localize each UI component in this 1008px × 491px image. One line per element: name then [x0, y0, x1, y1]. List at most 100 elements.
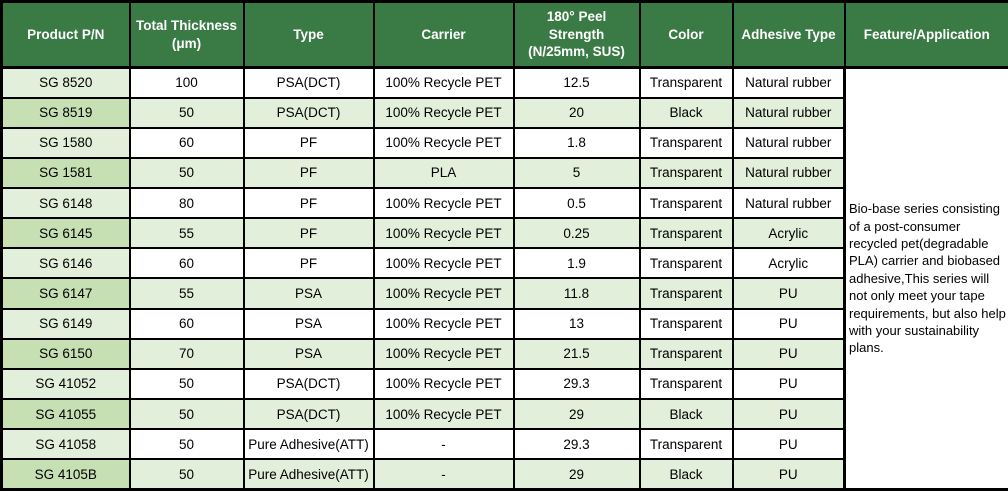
- cell-pn: SG 1580: [0, 126, 131, 159]
- cell-peel: 12.5: [512, 66, 641, 99]
- cell-type: PSA: [242, 307, 375, 340]
- cell-type: PF: [242, 217, 375, 250]
- column-header-peel-strength: 180° Peel Strength (N/25mm, SUS): [512, 0, 641, 69]
- cell-carrier: 100% Recycle PET: [372, 277, 515, 310]
- cell-carrier: -: [372, 458, 515, 491]
- table-row: SG 6148 80 PF 100% Recycle PET 0.5 Transparen…: [0, 187, 1008, 220]
- cell-peel: 1.8: [512, 126, 641, 159]
- column-header-adhesive-type: Adhesive Type: [731, 0, 846, 69]
- cell-thickness: 60: [128, 307, 245, 340]
- cell-peel: 29.3: [512, 428, 641, 461]
- table-row: SG 8520 100 PSA(DCT) 100% Recycle PET 12.5 Tr…: [0, 66, 1008, 491]
- cell-carrier: -: [372, 428, 515, 461]
- table-row: SG 4105B 50 Pure Adhesive(ATT) -29 Black PU: [0, 458, 1008, 491]
- cell-adhesive: PU: [731, 337, 846, 370]
- cell-pn: SG 41058: [0, 428, 131, 461]
- table-row: SG 1581 50 PF PLA 5 Transparent Natural rubber: [0, 156, 1008, 190]
- cell-color: Transparent: [638, 126, 734, 159]
- table-row: SG 1580 60 PF 100% Recycle PET 1.8 Transparen…: [0, 126, 1008, 159]
- cell-color: Transparent: [638, 337, 734, 370]
- column-header-feature-application: Feature/Application: [843, 0, 1008, 69]
- cell-type: Pure Adhesive(ATT): [242, 428, 375, 461]
- cell-carrier: 100% Recycle PET: [372, 217, 515, 250]
- cell-thickness: 50: [128, 156, 245, 190]
- cell-carrier: 100% Recycle PET: [372, 367, 515, 401]
- cell-adhesive: PU: [731, 367, 846, 401]
- cell-carrier: 100% Recycle PET: [372, 96, 515, 129]
- cell-thickness: 55: [128, 217, 245, 250]
- cell-color: Transparent: [638, 247, 734, 280]
- column-header-total-thickness: Total Thickness (μm): [128, 0, 245, 69]
- cell-color: Transparent: [638, 367, 734, 401]
- cell-color: Transparent: [638, 217, 734, 250]
- cell-adhesive: Natural rubber: [731, 156, 846, 190]
- cell-color: Transparent: [638, 187, 734, 220]
- table-row: SG 6146 60 PF 100% Recycle PET 1.9 Transparen…: [0, 247, 1008, 280]
- cell-peel: 0.5: [512, 187, 641, 220]
- cell-peel: 1.9: [512, 247, 641, 280]
- cell-type: Pure Adhesive(ATT): [242, 458, 375, 491]
- cell-type: PF: [242, 156, 375, 190]
- cell-color: Transparent: [638, 277, 734, 310]
- cell-type: PF: [242, 126, 375, 159]
- cell-carrier: 100% Recycle PET: [372, 126, 515, 159]
- cell-adhesive: Natural rubber: [731, 66, 846, 99]
- header-row: Product P/N Total Thickness (μm) Type Ca…: [0, 0, 1008, 69]
- cell-adhesive: Natural rubber: [731, 96, 846, 129]
- cell-color: Transparent: [638, 66, 734, 99]
- cell-pn: SG 6145: [0, 217, 131, 250]
- cell-adhesive: PU: [731, 458, 846, 491]
- cell-adhesive: Acrylic: [731, 247, 846, 280]
- cell-thickness: 50: [128, 458, 245, 491]
- cell-thickness: 60: [128, 247, 245, 280]
- table-row: SG 41052 50 PSA(DCT) 100% Recycle PET 29.3 Tr…: [0, 367, 1008, 401]
- cell-pn: SG 1581: [0, 156, 131, 190]
- cell-peel: 29: [512, 458, 641, 491]
- cell-thickness: 50: [128, 428, 245, 461]
- cell-carrier: 100% Recycle PET: [372, 187, 515, 220]
- cell-type: PF: [242, 247, 375, 280]
- table-row: SG 41055 50 PSA(DCT) 100% Recycle PET 29 Blac…: [0, 398, 1008, 431]
- cell-thickness: 60: [128, 126, 245, 159]
- cell-color: Black: [638, 458, 734, 491]
- cell-carrier: PLA: [372, 156, 515, 190]
- cell-carrier: 100% Recycle PET: [372, 66, 515, 99]
- cell-thickness: 80: [128, 187, 245, 220]
- cell-adhesive: PU: [731, 277, 846, 310]
- cell-thickness: 100: [128, 66, 245, 99]
- cell-peel: 11.8: [512, 277, 641, 310]
- cell-pn: SG 6149: [0, 307, 131, 340]
- cell-carrier: 100% Recycle PET: [372, 247, 515, 280]
- cell-pn: SG 4105B: [0, 458, 131, 491]
- cell-adhesive: PU: [731, 398, 846, 431]
- table-row: SG 6149 60 PSA 100% Recycle PET 13 Transparen…: [0, 307, 1008, 340]
- column-header-type: Type: [242, 0, 375, 69]
- cell-type: PSA: [242, 337, 375, 370]
- table-row: SG 41058 50 Pure Adhesive(ATT) -29.3 Transpa…: [0, 428, 1008, 461]
- cell-thickness: 50: [128, 367, 245, 401]
- column-header-color: Color: [638, 0, 734, 69]
- cell-peel: 21.5: [512, 337, 641, 370]
- cell-pn: SG 6147: [0, 277, 131, 310]
- cell-color: Black: [638, 96, 734, 129]
- table-row: SG 6145 55 PF 100% Recycle PET 0.25 Transpare…: [0, 217, 1008, 250]
- cell-feature-application: Bio-base series consisting of a post-con…: [843, 66, 1008, 491]
- column-header-carrier: Carrier: [372, 0, 515, 69]
- cell-carrier: 100% Recycle PET: [372, 337, 515, 370]
- cell-pn: SG 6146: [0, 247, 131, 280]
- cell-adhesive: Natural rubber: [731, 126, 846, 159]
- cell-thickness: 55: [128, 277, 245, 310]
- table-row: SG 6147 55 PSA 100% Recycle PET 11.8 Transpar…: [0, 277, 1008, 310]
- cell-pn: SG 41055: [0, 398, 131, 431]
- table-row: SG 6150 70 PSA 100% Recycle PET 21.5 Transpar…: [0, 337, 1008, 370]
- table-row: SG 8519 50 PSA(DCT) 100% Recycle PET 20 Black…: [0, 96, 1008, 129]
- cell-peel: 5: [512, 156, 641, 190]
- cell-color: Black: [638, 398, 734, 431]
- cell-pn: SG 6150: [0, 337, 131, 370]
- cell-type: PSA: [242, 277, 375, 310]
- cell-pn: SG 6148: [0, 187, 131, 220]
- cell-peel: 13: [512, 307, 641, 340]
- cell-pn: SG 8519: [0, 96, 131, 129]
- cell-adhesive: PU: [731, 307, 846, 340]
